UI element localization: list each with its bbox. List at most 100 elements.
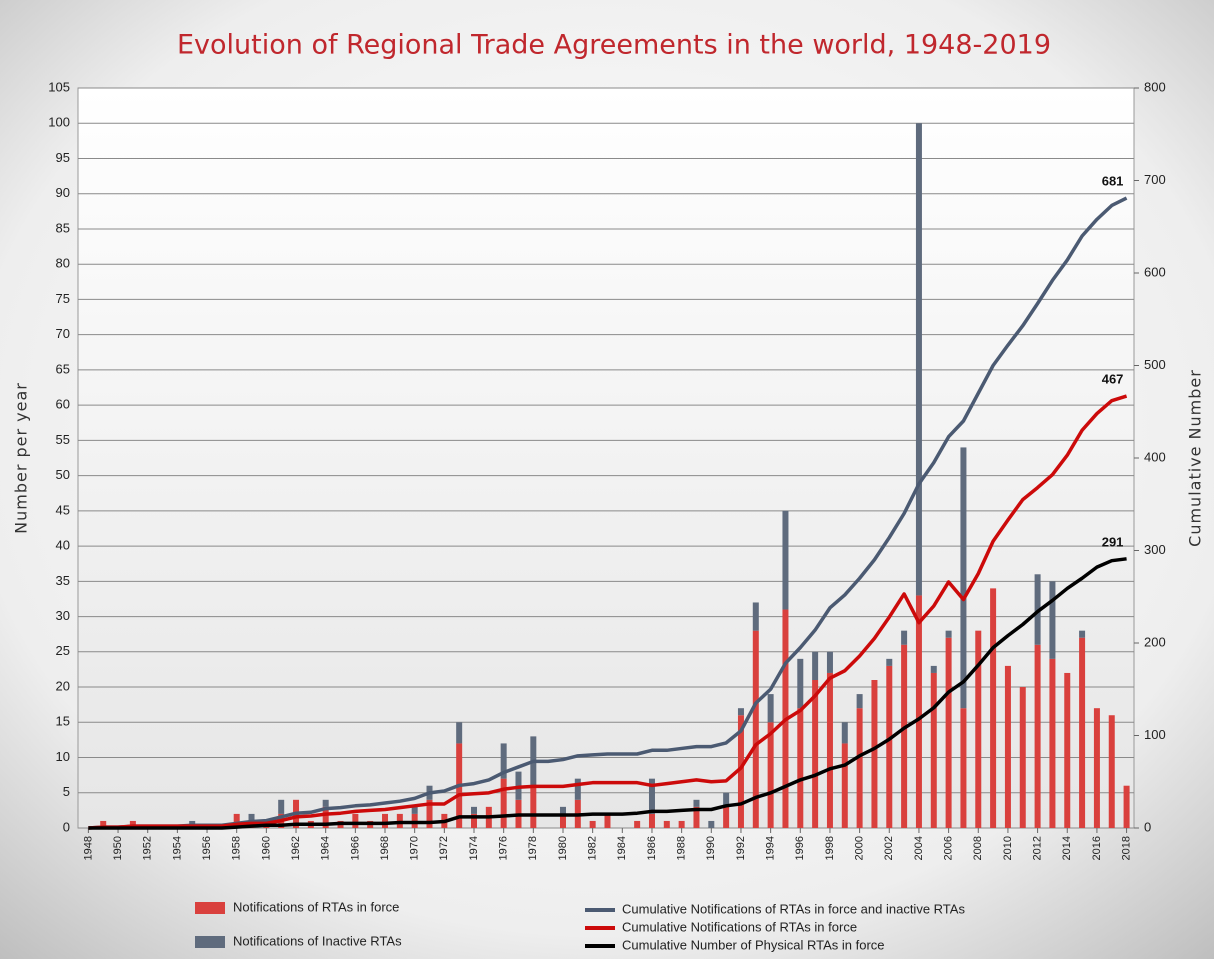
bar bbox=[500, 778, 507, 828]
bar bbox=[1034, 644, 1041, 828]
bar bbox=[752, 630, 759, 828]
end-label: 681 bbox=[1102, 174, 1124, 189]
bar bbox=[1019, 687, 1026, 828]
y-tick-label: 75 bbox=[56, 291, 70, 306]
bar bbox=[990, 588, 997, 828]
y-tick-label: 90 bbox=[56, 185, 70, 200]
bar bbox=[797, 708, 804, 828]
x-tick-label: 1984 bbox=[616, 836, 628, 860]
x-tick-label: 1992 bbox=[735, 836, 747, 860]
y2-axis-label: Cumulative Number bbox=[1186, 369, 1205, 547]
y-tick-label: 60 bbox=[56, 397, 70, 412]
y2-tick-label: 200 bbox=[1144, 634, 1166, 649]
bar bbox=[248, 813, 255, 821]
bar bbox=[278, 799, 285, 814]
y2-tick-label: 100 bbox=[1144, 727, 1166, 742]
x-tick-label: 2004 bbox=[913, 836, 925, 860]
y2-tick-label: 800 bbox=[1144, 79, 1166, 94]
y-tick-label: 95 bbox=[56, 150, 70, 165]
bar bbox=[559, 813, 566, 828]
legend-label: Notifications of RTAs in force bbox=[233, 899, 399, 914]
bar bbox=[871, 680, 878, 828]
bar bbox=[648, 813, 655, 828]
x-tick-label: 1954 bbox=[171, 836, 183, 860]
y-tick-label: 15 bbox=[56, 714, 70, 729]
bar bbox=[856, 694, 863, 709]
bar bbox=[1079, 637, 1086, 828]
bar bbox=[886, 658, 893, 666]
bar bbox=[723, 806, 730, 828]
bar bbox=[411, 806, 418, 814]
x-tick-label: 1994 bbox=[765, 836, 777, 860]
x-tick-label: 1990 bbox=[705, 836, 717, 860]
y-tick-label: 65 bbox=[56, 361, 70, 376]
bar bbox=[322, 806, 329, 828]
x-tick-label: 1996 bbox=[794, 836, 806, 860]
y-tick-label: 50 bbox=[56, 467, 70, 482]
bar bbox=[737, 708, 744, 716]
bar bbox=[634, 820, 641, 828]
labels: 0 5 10 15 20 25 30 35 40 45 50 55 60 65 70 75 80 85 90 95 10… bbox=[48, 79, 1165, 952]
legend-swatch bbox=[195, 936, 225, 948]
bar bbox=[812, 651, 819, 680]
x-tick-label: 1958 bbox=[231, 836, 243, 860]
bar bbox=[1064, 672, 1071, 828]
x-tick-label: 1980 bbox=[557, 836, 569, 860]
y-tick-label: 5 bbox=[63, 784, 70, 799]
y-tick-label: 80 bbox=[56, 256, 70, 271]
bar bbox=[1004, 665, 1011, 828]
bar bbox=[960, 708, 967, 828]
y2-tick-label: 700 bbox=[1144, 172, 1166, 187]
bar bbox=[826, 672, 833, 828]
bar bbox=[1123, 785, 1130, 828]
y-tick-label: 55 bbox=[56, 432, 70, 447]
legend-swatch bbox=[195, 902, 225, 914]
x-tick-label: 2012 bbox=[1032, 836, 1044, 860]
legend-label: Cumulative Number of Physical RTAs in fo… bbox=[622, 937, 885, 952]
bar bbox=[693, 806, 700, 828]
bar bbox=[100, 820, 107, 828]
x-tick-label: 1986 bbox=[646, 836, 658, 860]
bar bbox=[812, 680, 819, 828]
marks bbox=[88, 123, 1130, 830]
bar bbox=[856, 708, 863, 828]
legend-label: Cumulative Notifications of RTAs in forc… bbox=[622, 919, 857, 934]
y-tick-label: 35 bbox=[56, 573, 70, 588]
bar bbox=[574, 778, 581, 800]
bar bbox=[975, 630, 982, 828]
bar bbox=[322, 799, 329, 807]
x-tick-label: 1962 bbox=[290, 836, 302, 860]
bar bbox=[901, 644, 908, 828]
y-tick-label: 25 bbox=[56, 643, 70, 658]
bar bbox=[826, 651, 833, 673]
x-tick-label: 1966 bbox=[349, 836, 361, 860]
y-tick-label: 0 bbox=[63, 819, 70, 834]
bar bbox=[797, 658, 804, 709]
x-tick-label: 1998 bbox=[824, 836, 836, 860]
x-tick-label: 1950 bbox=[112, 836, 124, 860]
y-tick-label: 105 bbox=[48, 79, 70, 94]
y2-tick-label: 600 bbox=[1144, 264, 1166, 279]
y2-tick-label: 300 bbox=[1144, 542, 1166, 557]
end-label: 291 bbox=[1102, 534, 1124, 549]
bar bbox=[945, 630, 952, 638]
y-tick-label: 70 bbox=[56, 326, 70, 341]
x-tick-label: 1956 bbox=[201, 836, 213, 860]
bar bbox=[382, 813, 389, 828]
bar bbox=[1049, 581, 1056, 659]
bar bbox=[708, 820, 715, 828]
bar bbox=[930, 665, 937, 673]
y-axis-label: Number per year bbox=[12, 382, 31, 534]
x-tick-label: 2016 bbox=[1091, 836, 1103, 860]
x-tick-label: 1972 bbox=[438, 836, 450, 860]
bar bbox=[500, 743, 507, 779]
legend-label: Notifications of Inactive RTAs bbox=[233, 933, 402, 948]
x-tick-label: 1968 bbox=[379, 836, 391, 860]
x-tick-label: 1948 bbox=[82, 836, 94, 860]
y-tick-label: 45 bbox=[56, 502, 70, 517]
bar bbox=[678, 820, 685, 828]
bar bbox=[604, 813, 611, 828]
bar bbox=[1093, 708, 1100, 828]
bar bbox=[782, 510, 789, 610]
